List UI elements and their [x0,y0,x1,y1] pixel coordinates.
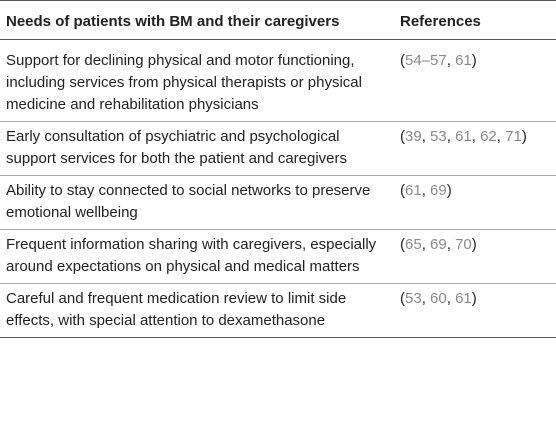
table-header: Needs of patients with BM and their care… [0,0,556,40]
reference-link[interactable]: 39 [405,128,422,145]
references-cell: (39, 53, 61, 62, 71) [392,121,556,176]
table-row: Early consultation of psychiatric and ps… [0,121,556,176]
table-row: Support for declining physical and motor… [0,39,556,122]
header-needs: Needs of patients with BM and their care… [0,0,392,40]
needs-table: Needs of patients with BM and their care… [0,0,556,338]
reference-link[interactable]: 60 [430,290,447,307]
table-row: Frequent information sharing with caregi… [0,229,556,284]
header-references: References [392,0,556,40]
need-cell: Careful and frequent medication review t… [0,283,392,338]
need-cell: Ability to stay connected to social netw… [0,175,392,230]
reference-link[interactable]: 61 [455,290,472,307]
reference-link[interactable]: 69 [430,182,447,199]
references-cell: (54–57, 61) [392,39,556,122]
table-row: Careful and frequent medication review t… [0,283,556,338]
reference-link[interactable]: 71 [505,128,522,145]
need-cell: Support for declining physical and motor… [0,39,392,122]
need-cell: Frequent information sharing with caregi… [0,229,392,284]
reference-link[interactable]: 61 [405,182,422,199]
reference-link[interactable]: 69 [430,236,447,253]
reference-link[interactable]: 54–57 [405,52,447,69]
reference-link[interactable]: 70 [455,236,472,253]
table-row: Ability to stay connected to social netw… [0,175,556,230]
need-cell: Early consultation of psychiatric and ps… [0,121,392,176]
table-body: Support for declining physical and motor… [0,39,556,338]
references-cell: (65, 69, 70) [392,229,556,284]
reference-link[interactable]: 61 [455,52,472,69]
header-row: Needs of patients with BM and their care… [0,0,556,40]
references-cell: (61, 69) [392,175,556,230]
reference-link[interactable]: 53 [405,290,422,307]
references-cell: (53, 60, 61) [392,283,556,338]
reference-link[interactable]: 65 [405,236,422,253]
reference-link[interactable]: 61 [455,128,472,145]
reference-link[interactable]: 62 [480,128,497,145]
reference-link[interactable]: 53 [430,128,447,145]
